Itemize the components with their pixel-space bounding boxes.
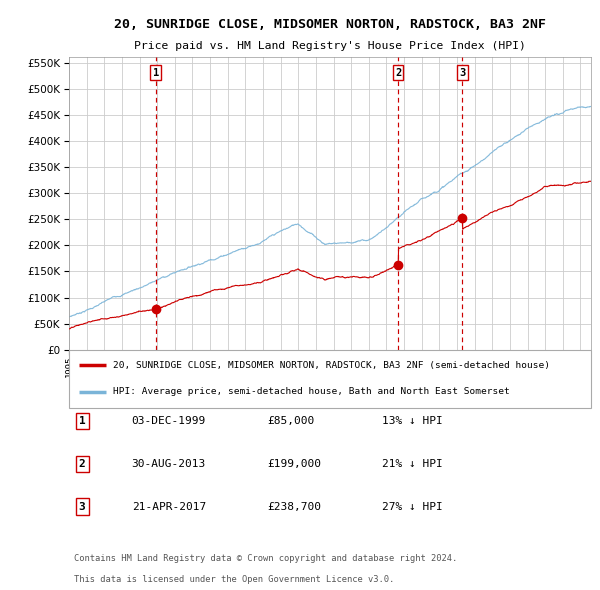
Text: 30-AUG-2013: 30-AUG-2013 bbox=[131, 459, 206, 469]
Text: £199,000: £199,000 bbox=[268, 459, 322, 469]
Text: £238,700: £238,700 bbox=[268, 502, 322, 512]
Text: 3: 3 bbox=[79, 502, 85, 512]
Text: £85,000: £85,000 bbox=[268, 417, 314, 426]
Text: 21-APR-2017: 21-APR-2017 bbox=[131, 502, 206, 512]
Text: 1: 1 bbox=[79, 417, 85, 426]
Text: 2: 2 bbox=[79, 459, 85, 469]
Text: HPI: Average price, semi-detached house, Bath and North East Somerset: HPI: Average price, semi-detached house,… bbox=[113, 388, 510, 396]
Text: 03-DEC-1999: 03-DEC-1999 bbox=[131, 417, 206, 426]
Text: 27% ↓ HPI: 27% ↓ HPI bbox=[382, 502, 443, 512]
FancyBboxPatch shape bbox=[69, 350, 591, 408]
Text: 20, SUNRIDGE CLOSE, MIDSOMER NORTON, RADSTOCK, BA3 2NF (semi-detached house): 20, SUNRIDGE CLOSE, MIDSOMER NORTON, RAD… bbox=[113, 361, 550, 370]
Text: 20, SUNRIDGE CLOSE, MIDSOMER NORTON, RADSTOCK, BA3 2NF: 20, SUNRIDGE CLOSE, MIDSOMER NORTON, RAD… bbox=[114, 18, 546, 31]
Text: This data is licensed under the Open Government Licence v3.0.: This data is licensed under the Open Gov… bbox=[74, 575, 394, 584]
Text: 1: 1 bbox=[152, 67, 159, 77]
Text: Price paid vs. HM Land Registry's House Price Index (HPI): Price paid vs. HM Land Registry's House … bbox=[134, 41, 526, 51]
Text: 21% ↓ HPI: 21% ↓ HPI bbox=[382, 459, 443, 469]
Text: Contains HM Land Registry data © Crown copyright and database right 2024.: Contains HM Land Registry data © Crown c… bbox=[74, 555, 457, 563]
Text: 2: 2 bbox=[395, 67, 401, 77]
Text: 13% ↓ HPI: 13% ↓ HPI bbox=[382, 417, 443, 426]
Text: 3: 3 bbox=[459, 67, 466, 77]
